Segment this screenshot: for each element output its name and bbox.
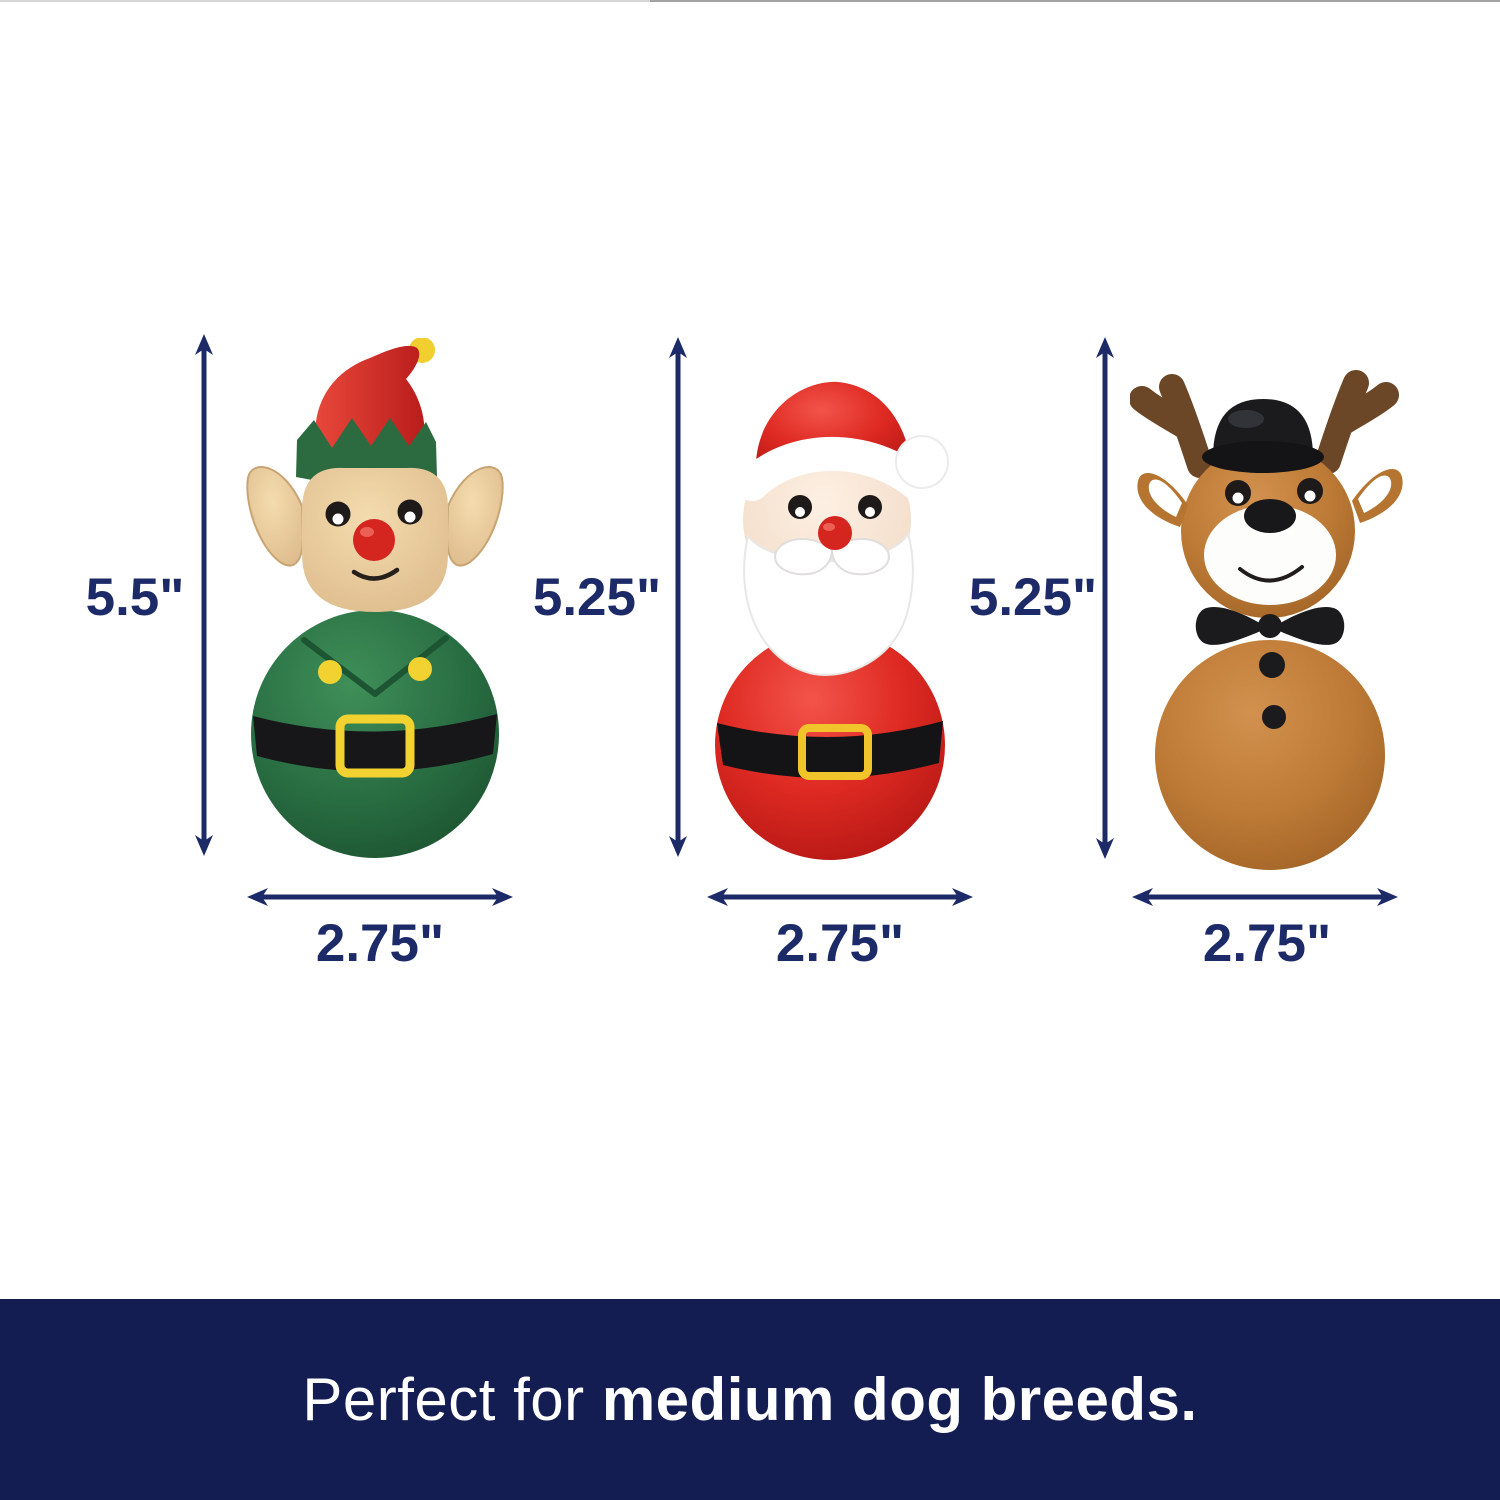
reindeer-bow-tie	[1195, 606, 1345, 645]
banner-text-bold: medium dog breeds.	[601, 1366, 1198, 1433]
elf-right-ear	[445, 466, 504, 567]
elf-toy-image	[246, 338, 504, 858]
reindeer-height-arrow	[1096, 337, 1114, 859]
santa-buckle	[798, 724, 872, 780]
santa-height-arrow	[669, 337, 687, 857]
banner: Perfect for medium dog breeds.	[0, 1299, 1500, 1500]
elf-height-arrow	[195, 334, 213, 856]
reindeer-hat-brim	[1202, 441, 1324, 473]
elf-width-arrow	[247, 888, 513, 906]
reindeer-width-label: 2.75"	[1202, 914, 1332, 973]
banner-text: Perfect for medium dog breeds.	[302, 1365, 1197, 1434]
elf-belt	[253, 714, 497, 772]
reindeer-muzzle	[1204, 505, 1336, 605]
santa-width-label: 2.75"	[775, 914, 905, 973]
santa-width-arrow	[707, 888, 973, 906]
santa-belt	[717, 721, 943, 779]
elf-nose	[353, 519, 395, 561]
elf-hat	[315, 345, 425, 460]
santa-height-label: 5.25"	[532, 568, 662, 627]
banner-text-regular: Perfect for	[302, 1366, 602, 1433]
santa-nose	[818, 516, 852, 550]
santa-mustache	[774, 537, 834, 576]
elf-height-label: 5.5"	[85, 568, 185, 627]
reindeer-toy-image	[1130, 370, 1403, 870]
reindeer-nose	[1244, 499, 1296, 533]
elf-buckle	[335, 714, 415, 778]
elf-left-ear	[246, 466, 305, 567]
elf-width-label: 2.75"	[315, 914, 445, 973]
reindeer-width-arrow	[1132, 888, 1398, 906]
elf-hat-brim	[296, 418, 437, 485]
reindeer-antlers	[1130, 370, 1399, 478]
reindeer-height-label: 5.25"	[968, 568, 1098, 627]
santa-hat-pom	[895, 435, 949, 489]
santa-toy-image	[715, 381, 949, 860]
santa-mustache	[830, 537, 890, 576]
reindeer-body	[1155, 640, 1385, 870]
top-edge-line-dark	[650, 0, 1500, 2]
